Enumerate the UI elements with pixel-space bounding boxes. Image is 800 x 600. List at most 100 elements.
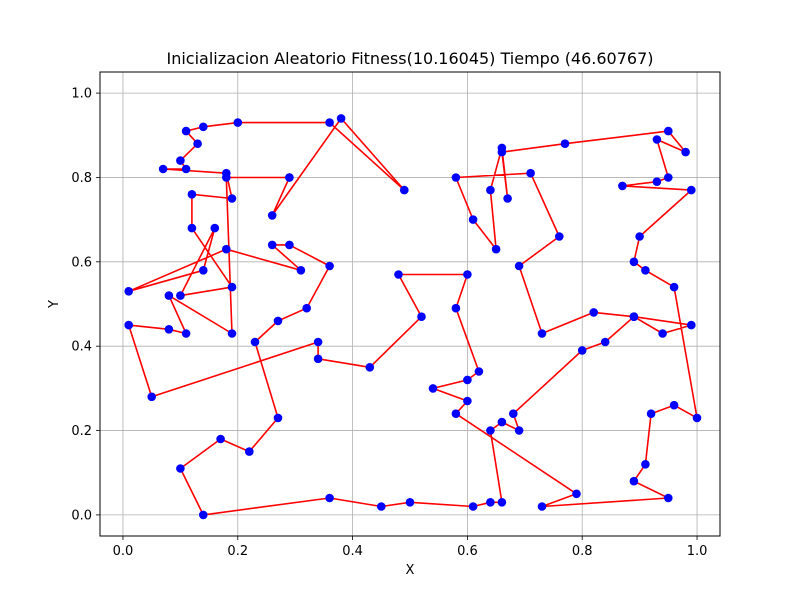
- data-point: [176, 156, 185, 165]
- data-point: [285, 173, 294, 182]
- data-point: [302, 303, 312, 313]
- data-point: [377, 502, 386, 511]
- y-tick-label: 0.0: [71, 508, 92, 523]
- data-point: [199, 266, 208, 275]
- data-point: [313, 354, 323, 364]
- data-point: [503, 194, 512, 203]
- x-tick-label: 0.4: [342, 544, 363, 559]
- data-point: [181, 126, 191, 136]
- data-point: [313, 337, 323, 347]
- plot-frame: [99, 71, 721, 537]
- data-point: [227, 194, 237, 203]
- data-point: [267, 240, 277, 250]
- data-point: [514, 261, 524, 271]
- data-point: [474, 367, 484, 376]
- data-point: [468, 215, 478, 224]
- data-point: [325, 493, 334, 503]
- data-point: [285, 240, 294, 250]
- data-point: [181, 329, 191, 338]
- y-tick-label: 1.0: [71, 87, 92, 102]
- x-axis-label: X: [406, 563, 415, 578]
- data-point: [451, 409, 461, 419]
- data-point: [600, 337, 610, 347]
- data-point: [199, 510, 208, 520]
- data-point: [325, 261, 334, 271]
- data-point: [267, 211, 277, 220]
- data-point: [641, 460, 650, 469]
- data-point: [537, 502, 547, 511]
- series-layer: [124, 114, 702, 520]
- data-point: [687, 320, 696, 330]
- data-point: [589, 308, 598, 317]
- data-point: [451, 173, 461, 182]
- data-point: [164, 325, 174, 334]
- chart-title: Inicializacion Aleatorio Fitness(10.1604…: [166, 49, 653, 68]
- data-point: [124, 320, 133, 330]
- data-point: [486, 426, 495, 435]
- data-point: [428, 384, 438, 393]
- data-point: [463, 270, 472, 279]
- data-point: [560, 139, 570, 148]
- grid: [100, 72, 720, 536]
- data-point: [537, 329, 547, 338]
- data-point: [405, 498, 415, 507]
- data-point: [629, 312, 639, 322]
- data-point: [296, 266, 306, 275]
- data-point: [199, 122, 208, 132]
- data-point: [687, 185, 696, 195]
- x-axis: 0.0 0.2 0.4 0.6 0.8 1.0: [113, 536, 708, 559]
- series-line: [127, 117, 698, 516]
- data-point: [245, 447, 254, 456]
- data-point: [222, 173, 231, 182]
- data-point: [491, 244, 501, 254]
- data-point: [400, 185, 409, 195]
- data-point: [222, 244, 231, 254]
- data-point: [514, 426, 524, 435]
- data-point: [250, 337, 260, 347]
- data-point: [652, 135, 662, 144]
- data-point: [227, 282, 237, 292]
- data-point: [227, 329, 237, 338]
- data-point: [526, 168, 535, 178]
- data-point: [210, 223, 220, 233]
- data-point: [669, 282, 679, 292]
- data-point: [618, 181, 627, 191]
- data-point: [635, 232, 644, 241]
- y-axis-label: Y: [47, 300, 62, 309]
- data-point: [572, 489, 581, 499]
- x-tick-label: 0.2: [227, 544, 248, 559]
- data-point: [509, 409, 518, 419]
- data-point: [577, 346, 587, 355]
- data-point: [629, 476, 639, 486]
- data-point: [164, 291, 174, 300]
- x-tick-label: 0.6: [457, 544, 478, 559]
- data-point: [187, 223, 197, 233]
- data-point: [325, 118, 334, 127]
- data-point: [497, 498, 507, 507]
- x-tick-label: 0.0: [113, 544, 134, 559]
- data-point: [394, 270, 403, 279]
- data-point: [463, 375, 472, 385]
- data-point: [451, 303, 461, 313]
- data-point: [273, 316, 283, 326]
- data-point: [158, 164, 168, 174]
- data-point: [176, 464, 185, 473]
- data-point: [664, 493, 673, 503]
- data-point: [555, 232, 564, 241]
- data-point: [147, 392, 156, 402]
- data-point: [664, 173, 673, 182]
- data-point: [486, 185, 495, 195]
- data-point: [365, 363, 375, 372]
- data-point: [336, 114, 346, 123]
- data-point: [497, 417, 507, 427]
- y-tick-label: 0.4: [71, 340, 92, 355]
- y-axis: 0.0 0.2 0.4 0.6 0.8 1.0: [71, 87, 100, 523]
- data-point: [124, 287, 133, 296]
- data-point: [417, 312, 426, 322]
- data-point: [646, 409, 656, 419]
- y-tick-label: 0.8: [71, 171, 92, 186]
- data-point: [629, 257, 639, 267]
- x-tick-label: 1.0: [687, 544, 708, 559]
- data-point: [664, 126, 673, 136]
